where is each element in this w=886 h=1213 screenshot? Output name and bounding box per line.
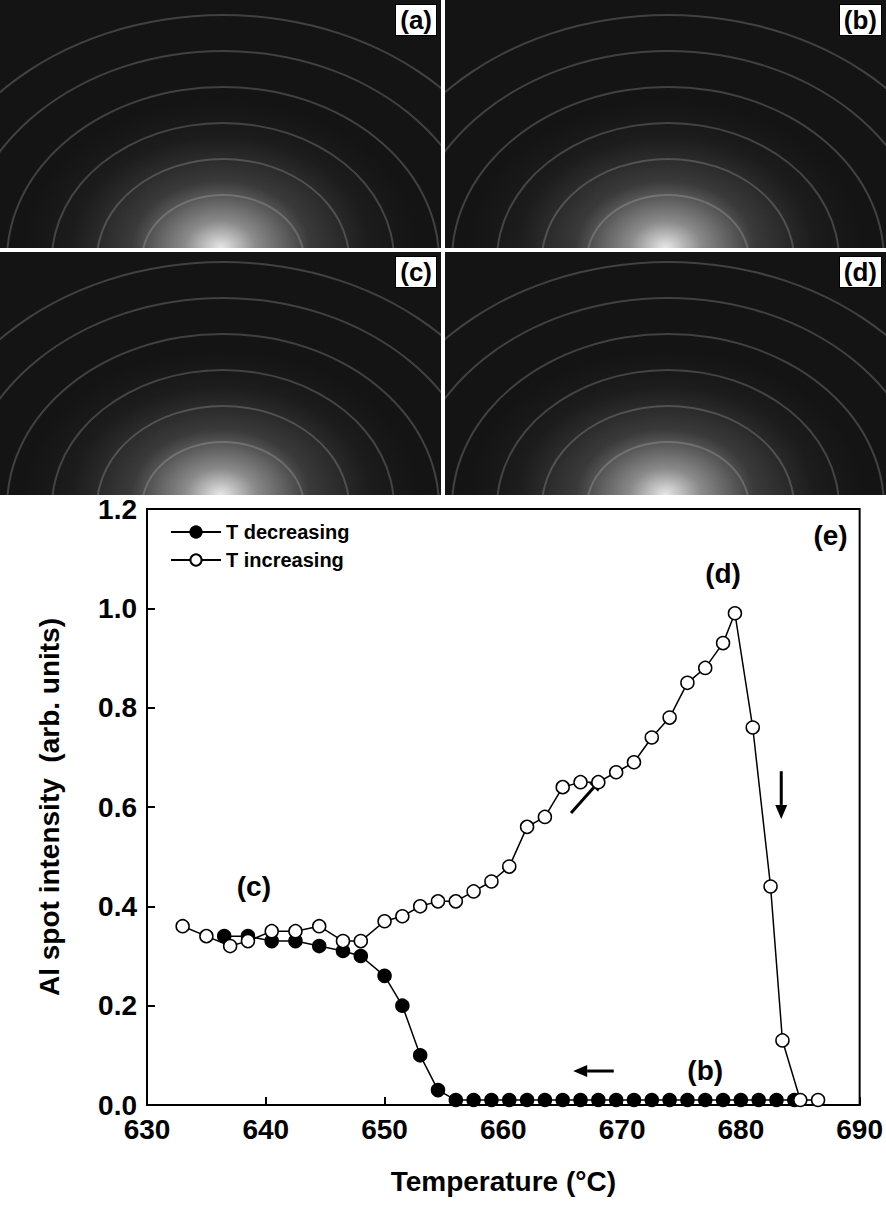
svg-text:1.0: 1.0 — [98, 593, 137, 624]
svg-text:640: 640 — [242, 1114, 289, 1145]
svg-text:660: 660 — [480, 1114, 527, 1145]
svg-text:(c): (c) — [237, 871, 271, 902]
svg-text:0.0: 0.0 — [98, 1089, 137, 1121]
svg-text:1.2: 1.2 — [98, 495, 137, 525]
html-text:(b): (b) — [843, 5, 877, 35]
svg-text:630: 630 — [124, 1114, 171, 1145]
svg-text:T decreasing: T decreasing — [226, 521, 349, 543]
svg-text:690: 690 — [836, 1114, 883, 1145]
svg-text:0.2: 0.2 — [98, 990, 137, 1021]
svg-text:(b): (b) — [687, 1055, 723, 1086]
svg-text:0.6: 0.6 — [98, 792, 137, 823]
svg-text:Al spot intensity (arb. units: Al spot intensity (arb. units) — [34, 618, 65, 996]
svg-text:0.4: 0.4 — [98, 891, 137, 922]
svg-text:(e): (e) — [813, 520, 847, 551]
html-text:(c): (c) — [400, 257, 432, 287]
svg-text:(d): (d) — [705, 558, 741, 589]
svg-text:0.8: 0.8 — [98, 692, 137, 723]
svg-text:670: 670 — [599, 1114, 646, 1145]
svg-text:Temperature (°C): Temperature (°C) — [391, 1166, 616, 1197]
html-text:(d): (d) — [843, 257, 877, 287]
svg-text:680: 680 — [718, 1114, 765, 1145]
svg-text:T increasing: T increasing — [226, 549, 344, 571]
html-text:(a): (a) — [400, 5, 432, 35]
svg-text:650: 650 — [361, 1114, 408, 1145]
